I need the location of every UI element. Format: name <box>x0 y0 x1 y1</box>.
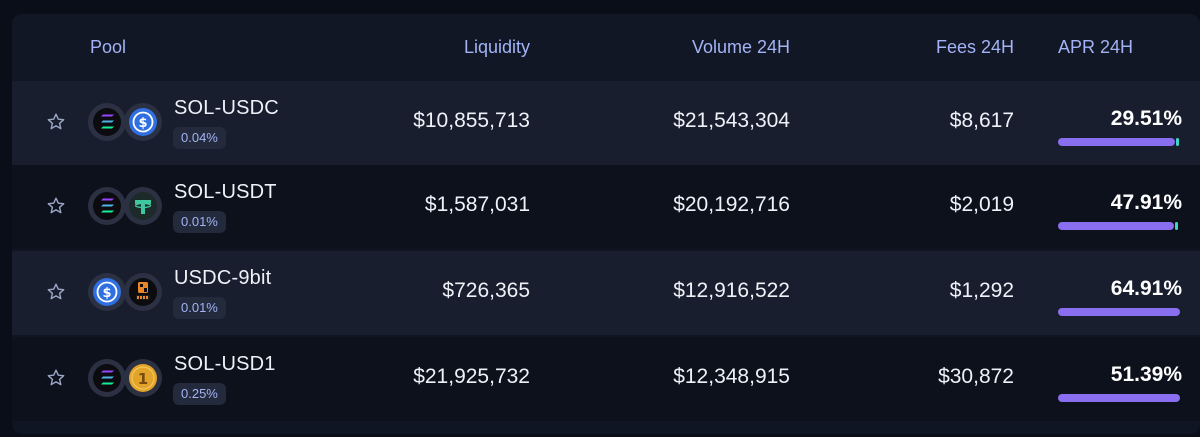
svg-text:$: $ <box>102 286 111 301</box>
star-icon[interactable] <box>46 112 66 132</box>
apr-value: 47.91% <box>1110 191 1182 214</box>
apr-bar <box>1058 222 1180 230</box>
pool-pair-name[interactable]: SOL-USDC <box>174 97 279 119</box>
fee-tier-badge: 0.01% <box>173 211 226 233</box>
pool-pair-name[interactable]: USDC-9bit <box>174 267 272 289</box>
usdt-icon <box>124 187 162 225</box>
star-icon[interactable] <box>46 196 66 216</box>
table-row[interactable]: $ SOL-USDC 0.04% $10,855,713 $21,543,304… <box>12 81 1200 165</box>
9bit-icon <box>124 273 162 311</box>
apr-bar-tick <box>1175 222 1178 230</box>
volume-value: $12,916,522 <box>673 279 790 302</box>
pools-table: Pool Liquidity Volume 24H Fees 24H APR 2… <box>12 14 1200 434</box>
svg-text:$: $ <box>138 116 147 131</box>
header-fees[interactable]: Fees 24H <box>935 37 1014 57</box>
apr-bar <box>1058 308 1180 316</box>
liquidity-value: $21,925,732 <box>413 365 530 388</box>
liquidity-value: $1,587,031 <box>424 193 530 216</box>
fee-tier-badge: 0.25% <box>173 383 226 405</box>
volume-value: $12,348,915 <box>673 365 790 388</box>
star-icon[interactable] <box>46 282 66 302</box>
fee-tier-badge: 0.04% <box>173 127 226 149</box>
fees-value: $2,019 <box>949 193 1014 216</box>
table-row[interactable]: $ USDC-9bit 0.01% $726,365 $12,916,522 $… <box>12 251 1200 335</box>
star-icon[interactable] <box>46 368 66 388</box>
usdc-icon: $ <box>124 103 162 141</box>
fees-value: $1,292 <box>949 279 1014 302</box>
liquidity-value: $10,855,713 <box>413 109 530 132</box>
liquidity-value: $726,365 <box>442 279 530 302</box>
pool-pair-name[interactable]: SOL-USD1 <box>174 353 276 375</box>
sol-icon <box>88 103 126 141</box>
table-row[interactable]: SOL-USDT 0.01% $1,587,031 $20,192,716 $2… <box>12 165 1200 249</box>
apr-bar-tick <box>1176 138 1179 146</box>
usdc-icon: $ <box>88 273 126 311</box>
header-liquidity[interactable]: Liquidity <box>463 37 530 57</box>
fees-value: $30,872 <box>938 365 1014 388</box>
sol-icon <box>88 359 126 397</box>
sol-icon <box>88 187 126 225</box>
apr-bar-fill <box>1058 394 1180 402</box>
header-pool[interactable]: Pool <box>90 37 127 57</box>
header-apr[interactable]: APR 24H <box>1058 37 1134 57</box>
apr-bar-fill <box>1058 308 1180 316</box>
pool-pair-name[interactable]: SOL-USDT <box>174 181 277 203</box>
apr-bar-fill <box>1058 222 1174 230</box>
fees-value: $8,617 <box>949 109 1014 132</box>
header-volume[interactable]: Volume 24H <box>691 37 790 57</box>
volume-value: $20,192,716 <box>673 193 790 216</box>
svg-text:1: 1 <box>138 370 148 388</box>
apr-value: 29.51% <box>1110 107 1182 130</box>
table-row[interactable]: 1 SOL-USD1 0.25% $21,925,732 $12,348,915… <box>12 337 1200 421</box>
usd1-icon: 1 <box>124 359 162 397</box>
apr-bar-fill <box>1058 138 1175 146</box>
volume-value: $21,543,304 <box>673 109 790 132</box>
table-header: Pool Liquidity Volume 24H Fees 24H APR 2… <box>12 14 1200 81</box>
apr-value: 51.39% <box>1110 363 1182 386</box>
fee-tier-badge: 0.01% <box>173 297 226 319</box>
apr-bar <box>1058 138 1180 146</box>
apr-bar <box>1058 394 1180 402</box>
apr-value: 64.91% <box>1110 277 1182 300</box>
